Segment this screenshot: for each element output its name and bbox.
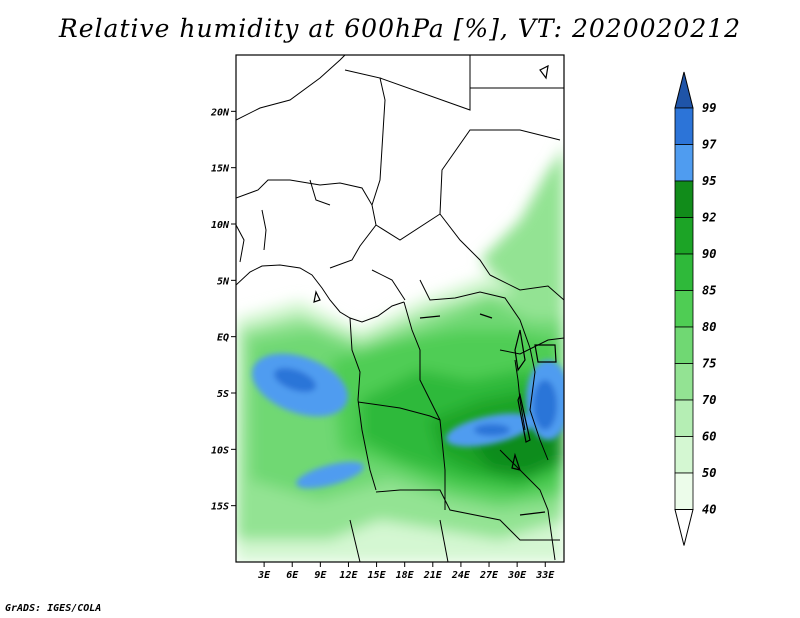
x-tick-label: 3E xyxy=(257,570,271,581)
colorbar-segment xyxy=(674,290,694,328)
y-tick-label: 15N xyxy=(211,164,230,175)
colorbar-segment xyxy=(674,326,694,364)
colorbar-bottom-arrow xyxy=(674,509,694,546)
x-tick-label: 33E xyxy=(535,570,555,581)
lakes-and-islands xyxy=(313,64,557,516)
y-tick-label: 5N xyxy=(217,276,230,287)
country-borders xyxy=(236,55,564,562)
colorbar-segment xyxy=(674,472,694,510)
y-tick-label: 15S xyxy=(211,502,229,513)
x-tick-label: 30E xyxy=(507,570,527,581)
colorbar-segment xyxy=(674,107,694,145)
x-tick-label: 9E xyxy=(314,570,327,581)
x-tick-label: 18E xyxy=(396,570,415,581)
colorbar-label: 80 xyxy=(702,320,716,334)
colorbar-segment xyxy=(674,180,694,218)
x-tick-label: 6E xyxy=(286,570,299,581)
colorbar-segment xyxy=(674,217,694,255)
colorbar: 99 97 95 92 90 85 80 75 70 60 50 40 xyxy=(674,71,717,546)
x-tick-label: 24E xyxy=(451,570,471,581)
x-tick-label: 21E xyxy=(423,570,443,581)
map-title: Relative humidity at 600hPa [%], VT: 202… xyxy=(58,14,742,43)
y-tick-label: 10S xyxy=(211,445,229,456)
colorbar-top-arrow xyxy=(674,71,694,109)
colorbar-segment xyxy=(674,144,694,182)
colorbar-label: 75 xyxy=(702,357,716,371)
colorbar-segment xyxy=(674,363,694,401)
x-tick-label: 12E xyxy=(339,570,358,581)
x-tick-label: 15E xyxy=(368,570,387,581)
latitude-axis: 20N 15N 10N 5N EQ 5S 10S 15S xyxy=(210,107,236,513)
humidity-field xyxy=(236,55,564,562)
y-tick-label: EQ xyxy=(217,333,229,344)
y-tick-label: 20N xyxy=(210,107,230,118)
colorbar-segment xyxy=(674,399,694,437)
plot-frame xyxy=(235,54,565,563)
colorbar-label: 95 xyxy=(702,174,716,188)
colorbar-label: 97 xyxy=(702,138,717,152)
colorbar-label: 90 xyxy=(702,247,716,261)
colorbar-label: 40 xyxy=(702,503,716,517)
colorbar-segment xyxy=(674,436,694,474)
x-tick-label: 27E xyxy=(479,570,499,581)
colorbar-label: 92 xyxy=(702,211,716,225)
longitude-axis: 3E 6E 9E 12E 15E 18E 21E 24E 27E 30E 33E xyxy=(257,562,555,581)
colorbar-label: 85 xyxy=(702,284,716,298)
colorbar-label: 99 xyxy=(702,101,716,115)
colorbar-label: 70 xyxy=(702,393,716,407)
credit-footer: GrADS: IGES/COLA xyxy=(5,603,102,614)
colorbar-label: 60 xyxy=(702,430,716,444)
colorbar-segment xyxy=(674,253,694,291)
colorbar-label: 50 xyxy=(702,466,716,480)
y-tick-label: 5S xyxy=(217,389,229,400)
y-tick-label: 10N xyxy=(211,220,230,231)
